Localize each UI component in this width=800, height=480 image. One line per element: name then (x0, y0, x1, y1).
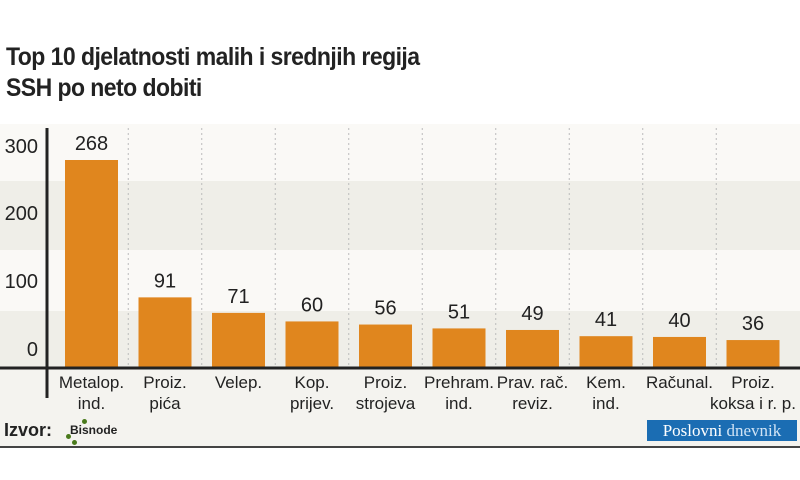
value-label: 56 (374, 298, 396, 320)
logo-dot (72, 440, 77, 445)
value-label: 91 (154, 270, 176, 292)
category-label: reviz. (512, 394, 553, 413)
category-label: pića (149, 394, 181, 413)
y-tick-label: 300 (5, 136, 38, 158)
value-label: 36 (742, 313, 764, 335)
bar (506, 329, 559, 368)
bar (359, 324, 412, 368)
value-label: 71 (227, 286, 249, 308)
bar (653, 336, 706, 368)
value-label: 51 (448, 301, 470, 323)
chart-title: Top 10 djelatnosti malih i srednjih regi… (6, 42, 420, 104)
bar (579, 336, 633, 368)
bar (726, 340, 780, 368)
source-label: Izvor: (4, 420, 53, 440)
category-label: Proiz. (364, 373, 407, 392)
bar (138, 297, 192, 368)
category-label: Proiz. (731, 373, 774, 392)
category-label: ind. (78, 394, 105, 413)
publisher-logo-part1: Poslovni (662, 421, 723, 440)
category-label: Proiz. (143, 373, 186, 392)
category-label: prijev. (290, 394, 334, 413)
value-label: 268 (75, 133, 108, 155)
category-label: ind. (445, 394, 472, 413)
bisnode-logo: Bisnode (70, 423, 118, 437)
bar (212, 312, 265, 368)
publisher-logo: Poslovni dnevnik (647, 420, 797, 441)
value-label: 40 (668, 310, 690, 332)
category-label: Prav. rač. (497, 373, 568, 392)
category-label: Metalop. (59, 373, 124, 392)
category-label: Kop. (295, 373, 330, 392)
title-line-1: Top 10 djelatnosti malih i srednjih regi… (6, 43, 420, 71)
logo-dot (66, 434, 71, 439)
band (0, 181, 800, 250)
bar (432, 328, 486, 368)
category-label: Kem. (586, 373, 626, 392)
band (0, 124, 800, 181)
category-label: ind. (592, 394, 619, 413)
category-label: strojeva (356, 394, 416, 413)
band (0, 250, 800, 311)
logo-dot (82, 419, 87, 424)
category-label: Prehram. (424, 373, 494, 392)
category-label: koksa i r. p. (710, 394, 796, 413)
y-tick-label: 100 (5, 271, 38, 293)
publisher-logo-part2: dnevnik (726, 421, 782, 440)
title-line-2: SSH po neto dobiti (6, 74, 202, 102)
value-label: 60 (301, 294, 323, 316)
bar (285, 321, 339, 368)
category-label: Velep. (215, 373, 262, 392)
y-tick-label: 0 (27, 339, 38, 361)
value-label: 41 (595, 309, 617, 331)
category-label: Računal. (646, 373, 713, 392)
bottom-rule (0, 446, 800, 448)
value-label: 49 (521, 303, 543, 325)
y-tick-label: 200 (5, 203, 38, 225)
bar (65, 160, 118, 368)
